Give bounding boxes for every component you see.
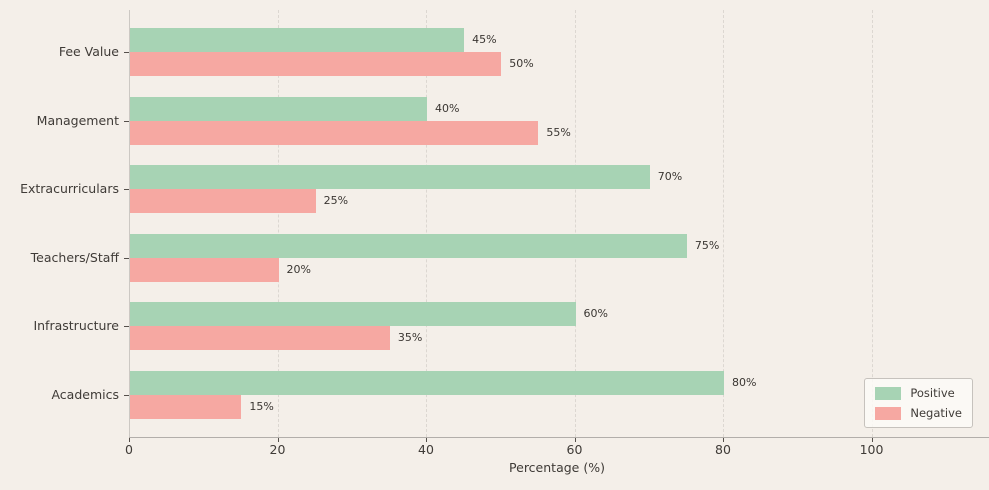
x-tick-label-60: 60: [566, 442, 583, 457]
value-label-positive: 75%: [694, 238, 720, 252]
gridline-x-100: [871, 10, 873, 437]
bar-positive: [130, 165, 650, 189]
value-label-negative: 25%: [323, 194, 349, 207]
x-tick-mark-20: [277, 438, 279, 442]
legend-label: Positive: [910, 386, 955, 400]
x-axis-title: Percentage (%): [509, 460, 605, 475]
value-label-positive: 45%: [472, 33, 497, 46]
y-tick-mark: [124, 52, 129, 53]
gridline-x-20: [277, 10, 279, 437]
y-tick-mark: [124, 189, 129, 190]
x-tick-label-40: 40: [418, 442, 434, 457]
x-tick-label-80: 80: [715, 442, 731, 457]
legend-swatch-positive: [875, 386, 902, 400]
category-label: Extracurriculars: [20, 181, 119, 196]
y-tick-mark: [124, 394, 129, 396]
category-label: Academics: [51, 386, 119, 402]
value-label-negative: 20%: [286, 262, 311, 276]
x-tick-label-0: 0: [125, 442, 133, 457]
value-label-positive: 60%: [583, 307, 608, 320]
value-label-negative: 15%: [249, 399, 274, 413]
legend-label: Negative: [910, 406, 962, 420]
legend-entry-positive: Positive: [875, 386, 962, 400]
x-tick-mark-100: [871, 438, 873, 442]
legend-swatch-negative: [875, 406, 902, 420]
x-tick-label-20: 20: [269, 442, 286, 457]
y-tick-mark: [124, 326, 129, 327]
x-tick-mark-60: [574, 438, 576, 442]
gridline-x-60: [574, 10, 576, 437]
category-label: Infrastructure: [33, 318, 119, 333]
bar-positive: [130, 302, 576, 326]
bar-negative: [130, 189, 316, 213]
y-axis-spine: [129, 10, 130, 437]
legend-entry-negative: Negative: [875, 406, 962, 420]
gridline-x-40: [426, 10, 427, 437]
category-label: Management: [36, 112, 119, 128]
category-label: Fee Value: [58, 44, 119, 59]
y-tick-mark: [124, 257, 129, 259]
value-label-negative: 55%: [546, 125, 571, 139]
x-axis-spine: [129, 437, 989, 438]
x-tick-mark-80: [723, 438, 724, 442]
bar-negative: [130, 257, 279, 282]
x-tick-mark-40: [426, 438, 427, 442]
bar-negative: [130, 394, 242, 419]
value-label-positive: 40%: [435, 101, 460, 115]
value-label-positive: 80%: [732, 375, 757, 389]
value-label-negative: 50%: [509, 57, 534, 70]
gridline-x-80: [723, 10, 724, 437]
value-label-positive: 70%: [657, 170, 683, 183]
bar-negative: [130, 326, 390, 350]
bar-positive: [130, 96, 427, 121]
value-label-negative: 35%: [397, 331, 423, 344]
y-tick-mark: [124, 120, 129, 122]
legend: Positive Negative: [864, 378, 973, 428]
category-label: Teachers/Staff: [30, 249, 119, 265]
bar-negative: [130, 120, 539, 145]
bar-positive: [130, 370, 724, 395]
x-tick-label-100: 100: [859, 442, 884, 457]
x-tick-mark-0: [129, 438, 130, 442]
bar-positive: [130, 28, 465, 52]
bar-positive: [130, 233, 687, 258]
bar-negative: [130, 52, 502, 76]
